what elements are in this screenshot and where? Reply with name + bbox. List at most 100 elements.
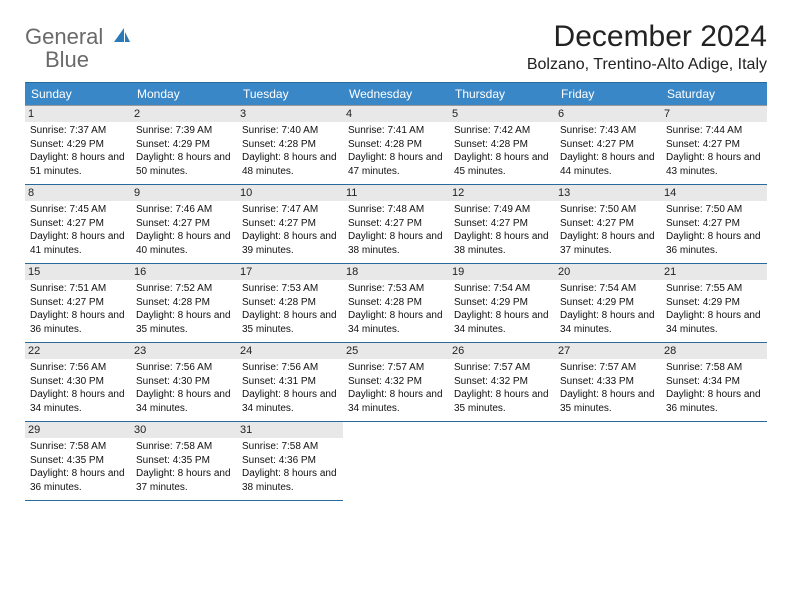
day-number: 28 [661,343,767,359]
day-info: Sunrise: 7:41 AMSunset: 4:28 PMDaylight:… [348,124,444,178]
day-cell: 6 Sunrise: 7:43 AMSunset: 4:27 PMDaylight… [555,106,661,185]
logo-text: General Blue [25,26,132,72]
day-cell: 31Sunrise: 7:58 AMSunset: 4:36 PMDayligh… [237,422,343,501]
day-number: 30 [131,422,237,438]
day-cell: 11 Sunrise: 7:48 AMSunset: 4:27 PMDayligh… [343,185,449,264]
day-info: Sunrise: 7:56 AMSunset: 4:31 PMDaylight:… [242,361,338,415]
day-number: 11 [343,185,449,201]
day-cell: 2Sunrise: 7:39 AMSunset: 4:29 PMDaylight… [131,106,237,185]
day-number: 22 [25,343,131,359]
day-info: Sunrise: 7:54 AMSunset: 4:29 PMDaylight:… [454,282,550,336]
title-block: December 2024 Bolzano, Trentino-Alto Adi… [527,20,767,74]
day-info: Sunrise: 7:57 AMSunset: 4:33 PMDaylight:… [560,361,656,415]
dayhead-wed: Wednesday [343,83,449,106]
day-info: Sunrise: 7:53 AMSunset: 4:28 PMDaylight:… [242,282,338,336]
day-info: Sunrise: 7:57 AMSunset: 4:32 PMDaylight:… [454,361,550,415]
day-number: 10 [237,185,343,201]
day-info: Sunrise: 7:53 AMSunset: 4:28 PMDaylight:… [348,282,444,336]
day-number: 20 [555,264,661,280]
day-cell: 5Sunrise: 7:42 AMSunset: 4:28 PMDaylight… [449,106,555,185]
day-number: 19 [449,264,555,280]
day-cell: 10Sunrise: 7:47 AMSunset: 4:27 PMDayligh… [237,185,343,264]
dayhead-mon: Monday [131,83,237,106]
day-number: 7 [661,106,767,122]
day-info: Sunrise: 7:46 AMSunset: 4:27 PMDaylight:… [136,203,232,257]
day-cell: 24 Sunrise: 7:56 AMSunset: 4:31 PMDayligh… [237,343,343,422]
day-cell: 14Sunrise: 7:50 AMSunset: 4:27 PMDayligh… [661,185,767,264]
calendar-body: 1 Sunrise: 7:37 AMSunset: 4:29 PMDaylight… [25,106,767,501]
day-info: Sunrise: 7:39 AMSunset: 4:29 PMDaylight:… [136,124,232,178]
day-number: 8 [25,185,131,201]
calendar-table: Sunday Monday Tuesday Wednesday Thursday… [25,82,767,501]
day-info: Sunrise: 7:42 AMSunset: 4:28 PMDaylight:… [454,124,550,178]
day-number: 29 [25,422,131,438]
day-cell: 16 Sunrise: 7:52 AMSunset: 4:28 PMDayligh… [131,264,237,343]
day-cell: 15Sunrise: 7:51 AMSunset: 4:27 PMDayligh… [25,264,131,343]
day-info: Sunrise: 7:52 AMSunset: 4:28 PMDaylight:… [136,282,232,336]
location: Bolzano, Trentino-Alto Adige, Italy [527,56,767,74]
day-cell: 8 Sunrise: 7:45 AMSunset: 4:27 PMDaylight… [25,185,131,264]
day-number: 4 [343,106,449,122]
day-cell: 25 Sunrise: 7:57 AMSunset: 4:32 PMDayligh… [343,343,449,422]
empty-cell [343,422,449,501]
day-number: 27 [555,343,661,359]
day-info: Sunrise: 7:40 AMSunset: 4:28 PMDaylight:… [242,124,338,178]
day-info: Sunrise: 7:57 AMSunset: 4:32 PMDaylight:… [348,361,444,415]
empty-cell [449,422,555,501]
day-info: Sunrise: 7:48 AMSunset: 4:27 PMDaylight:… [348,203,444,257]
empty-cell [661,422,767,501]
day-cell: 18 Sunrise: 7:53 AMSunset: 4:28 PMDayligh… [343,264,449,343]
day-info: Sunrise: 7:58 AMSunset: 4:35 PMDaylight:… [136,440,232,494]
day-number: 6 [555,106,661,122]
day-cell: 23Sunrise: 7:56 AMSunset: 4:30 PMDayligh… [131,343,237,422]
day-cell: 22 Sunrise: 7:56 AMSunset: 4:30 PMDayligh… [25,343,131,422]
day-cell: 7 Sunrise: 7:44 AMSunset: 4:27 PMDaylight… [661,106,767,185]
week-row: 22 Sunrise: 7:56 AMSunset: 4:30 PMDayligh… [25,343,767,422]
day-number: 12 [449,185,555,201]
logo-word-1: General [25,24,103,49]
day-cell: 28 Sunrise: 7:58 AMSunset: 4:34 PMDayligh… [661,343,767,422]
day-info: Sunrise: 7:58 AMSunset: 4:35 PMDaylight:… [30,440,126,494]
day-number: 21 [661,264,767,280]
logo-sail-icon [112,31,132,48]
logo-word-2: Blue [45,47,89,72]
day-number: 31 [237,422,343,438]
day-cell: 26 Sunrise: 7:57 AMSunset: 4:32 PMDayligh… [449,343,555,422]
day-info: Sunrise: 7:55 AMSunset: 4:29 PMDaylight:… [666,282,762,336]
week-row: 1 Sunrise: 7:37 AMSunset: 4:29 PMDaylight… [25,106,767,185]
logo: General Blue [25,26,132,72]
day-cell: 17Sunrise: 7:53 AMSunset: 4:28 PMDayligh… [237,264,343,343]
day-cell: 30 Sunrise: 7:58 AMSunset: 4:35 PMDayligh… [131,422,237,501]
day-number: 24 [237,343,343,359]
day-info: Sunrise: 7:45 AMSunset: 4:27 PMDaylight:… [30,203,126,257]
empty-cell [555,422,661,501]
month-title: December 2024 [527,20,767,54]
day-info: Sunrise: 7:58 AMSunset: 4:34 PMDaylight:… [666,361,762,415]
day-number: 3 [237,106,343,122]
day-number: 9 [131,185,237,201]
day-number: 15 [25,264,131,280]
day-info: Sunrise: 7:44 AMSunset: 4:27 PMDaylight:… [666,124,762,178]
day-cell: 29 Sunrise: 7:58 AMSunset: 4:35 PMDayligh… [25,422,131,501]
day-number: 26 [449,343,555,359]
week-row: 8 Sunrise: 7:45 AMSunset: 4:27 PMDaylight… [25,185,767,264]
day-info: Sunrise: 7:43 AMSunset: 4:27 PMDaylight:… [560,124,656,178]
day-cell: 13 Sunrise: 7:50 AMSunset: 4:27 PMDayligh… [555,185,661,264]
day-number: 1 [25,106,131,122]
day-number: 16 [131,264,237,280]
dayhead-thu: Thursday [449,83,555,106]
day-number: 18 [343,264,449,280]
day-info: Sunrise: 7:37 AMSunset: 4:29 PMDaylight:… [30,124,126,178]
day-info: Sunrise: 7:50 AMSunset: 4:27 PMDaylight:… [560,203,656,257]
day-number: 23 [131,343,237,359]
day-cell: 20Sunrise: 7:54 AMSunset: 4:29 PMDayligh… [555,264,661,343]
calendar-page: General Blue December 2024 Bolzano, Tren… [0,0,792,521]
day-number: 14 [661,185,767,201]
day-number: 25 [343,343,449,359]
week-row: 29 Sunrise: 7:58 AMSunset: 4:35 PMDayligh… [25,422,767,501]
day-info: Sunrise: 7:56 AMSunset: 4:30 PMDaylight:… [30,361,126,415]
day-info: Sunrise: 7:49 AMSunset: 4:27 PMDaylight:… [454,203,550,257]
dayhead-sat: Saturday [661,83,767,106]
dayhead-tue: Tuesday [237,83,343,106]
day-number: 13 [555,185,661,201]
